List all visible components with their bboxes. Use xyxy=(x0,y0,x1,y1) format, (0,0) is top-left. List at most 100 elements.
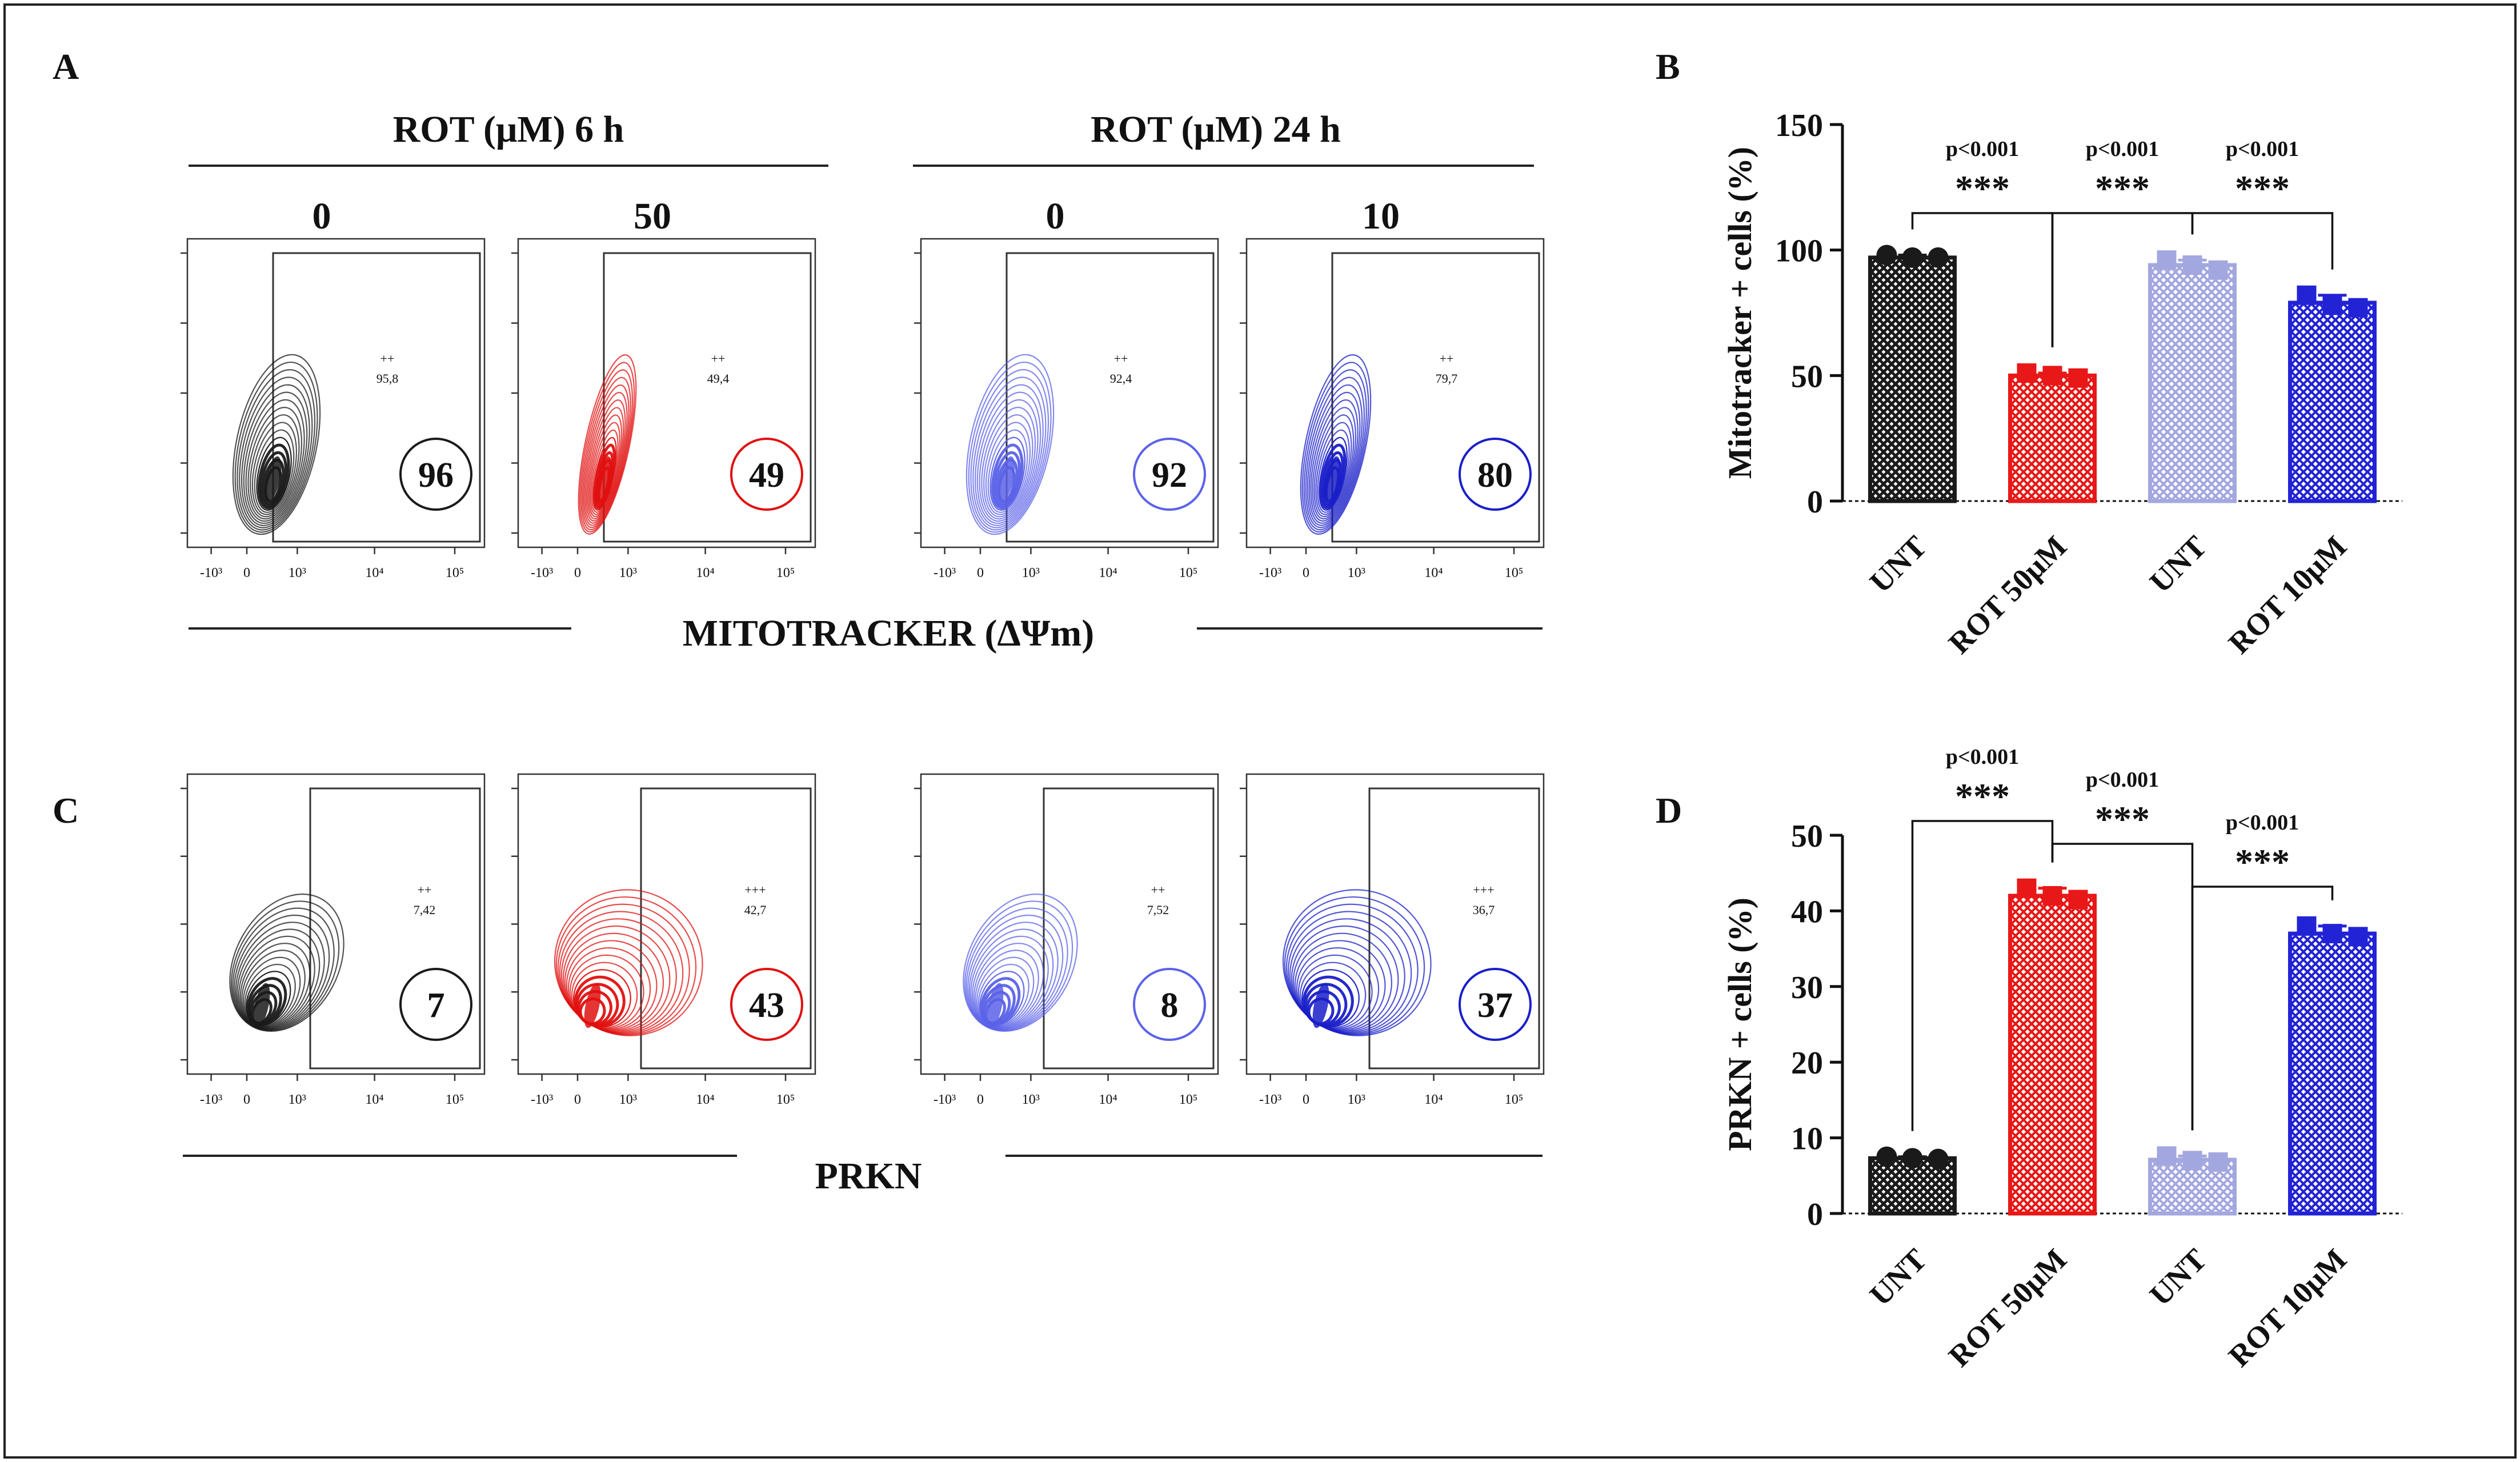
contour-core-1-3 xyxy=(1312,983,1329,1028)
contour-line-0-3-5 xyxy=(1317,429,1350,513)
flow-percent-circle-1-2 xyxy=(1133,968,1206,1041)
flow-x-tick-label-1-0-0: -10³ xyxy=(200,1092,222,1107)
flow-gate-0-0 xyxy=(272,252,481,543)
flow-dose-label-2: 0 xyxy=(1046,195,1065,237)
flow-plot-frame-0-0 xyxy=(186,238,486,548)
flow-gate-marker-1-1: +++ xyxy=(744,883,766,897)
contour-line-0-0-9 xyxy=(245,399,305,522)
contour-line-0-1-12 xyxy=(582,376,631,528)
mito-axis-title: MITOTRACKER (ΔΨm) xyxy=(683,612,1094,654)
prkn-axis-title: PRKN xyxy=(815,1155,922,1197)
data-point-B-0-2 xyxy=(1928,247,1949,268)
contour-core-0-1 xyxy=(595,456,612,502)
flow-gate-marker-1-2: ++ xyxy=(1151,883,1165,897)
contour-line-0-0-10 xyxy=(243,391,308,524)
significance-stars-D-2: *** xyxy=(2235,842,2290,882)
contour-line-0-2-5 xyxy=(987,429,1028,513)
contour-line-0-2-14 xyxy=(968,361,1052,533)
flow-percent-value-1-2: 8 xyxy=(1161,986,1179,1025)
flow-plot-1-2: -10³ 0 10³ 10⁴ 10⁵ ++ 7,52 8 xyxy=(914,773,1219,1107)
bar-B-3 xyxy=(2288,301,2377,503)
flow-gate-marker-0-0: ++ xyxy=(380,351,395,366)
contour-line-0-1-10 xyxy=(584,391,628,524)
p-value-D-2: p<0.001 xyxy=(2226,811,2299,835)
contour-line-1-0-15 xyxy=(229,894,344,1032)
contour-line-0-0-6 xyxy=(251,422,297,515)
data-point-D-0-0 xyxy=(1876,1146,1897,1167)
flow-x-tick-label-1-3-4: 10⁵ xyxy=(1505,1092,1523,1107)
x-tick-label-B-0: UNT xyxy=(1863,529,1933,599)
flow-gate-marker-0-1: ++ xyxy=(711,351,726,366)
y-tick-label-B-3: 150 xyxy=(1775,108,1823,143)
flow-x-tick-label-0-3-0: -10³ xyxy=(1259,566,1281,580)
data-point-D-3-0 xyxy=(2297,916,2317,936)
data-point-B-1-2 xyxy=(2068,368,2088,388)
flow-dose-label-1: 50 xyxy=(634,195,671,237)
flow-x-tick-label-0-0-4: 10⁵ xyxy=(446,566,464,580)
flow-x-tick-label-0-0-3: 10⁴ xyxy=(365,566,383,580)
contour-line-0-2-4 xyxy=(989,436,1025,511)
flow-dose-label-3: 10 xyxy=(1362,195,1400,237)
contour-line-0-3-3 xyxy=(1319,443,1347,510)
flow-plot-frame-1-3 xyxy=(1245,773,1545,1075)
data-point-D-2-1 xyxy=(2182,1151,2202,1171)
data-point-B-3-0 xyxy=(2297,285,2317,305)
figure-frame xyxy=(3,3,2517,1459)
contour-line-0-3-13 xyxy=(1303,369,1367,531)
flow-x-tick-label-1-0-2: 10³ xyxy=(289,1092,306,1107)
y-tick-label-D-4: 40 xyxy=(1791,894,1823,930)
flow-plot-1-0: -10³ 0 10³ 10⁴ 10⁵ ++ 7,42 7 xyxy=(181,773,486,1107)
group-6h-title: ROT (μM) 6 h xyxy=(393,109,624,150)
flow-plot-frame-1-0 xyxy=(186,773,486,1075)
flow-plot-0-3: -10³ 0 10³ 10⁴ 10⁵ ++ 79,7 80 10 xyxy=(1240,195,1545,580)
contour-line-0-0-14 xyxy=(234,361,318,533)
flow-x-tick-label-1-2-1: 0 xyxy=(977,1092,984,1107)
contour-line-0-2-11 xyxy=(974,384,1044,526)
significance-stars-B-1: *** xyxy=(2095,168,2150,209)
flow-percent-value-1-3: 37 xyxy=(1477,986,1513,1025)
flow-x-tick-label-1-3-2: 10³ xyxy=(1348,1092,1365,1107)
flow-x-tick-label-0-3-3: 10⁴ xyxy=(1424,566,1443,580)
contour-line-0-3-7 xyxy=(1313,414,1355,518)
contour-line-0-0-2 xyxy=(259,451,287,507)
flow-percent-value-1-0: 7 xyxy=(427,986,445,1025)
flow-percent-circle-1-0 xyxy=(399,968,472,1041)
flow-dose-label-0: 0 xyxy=(313,195,331,237)
contour-line-0-0-7 xyxy=(250,414,300,518)
y-tick-label-B-1: 50 xyxy=(1791,359,1823,394)
y-tick-label-D-2: 20 xyxy=(1791,1046,1823,1081)
flow-plot-frame-0-2 xyxy=(920,238,1219,548)
flow-x-tick-label-1-3-1: 0 xyxy=(1303,1092,1309,1107)
flow-percent-value-1-1: 43 xyxy=(749,986,784,1025)
data-point-B-1-0 xyxy=(2017,363,2037,383)
contour-core-1-1 xyxy=(584,983,601,1028)
contour-line-0-1-15 xyxy=(578,354,637,535)
contour-line-1-1-15 xyxy=(554,889,703,1036)
contour-line-0-1-9 xyxy=(586,399,626,522)
x-tick-label-B-3: ROT 10μM xyxy=(2222,529,2353,660)
contour-line-0-3-11 xyxy=(1307,384,1363,526)
panel-label-d: D xyxy=(1656,790,1682,831)
significance-stars-B-2: *** xyxy=(2235,168,2290,209)
contour-line-0-0-13 xyxy=(237,369,316,531)
contour-line-1-3-15 xyxy=(1282,889,1432,1036)
y-tick-label-D-1: 10 xyxy=(1791,1121,1823,1157)
contour-line-0-1-5 xyxy=(591,429,619,513)
flow-percent-value-0-3: 80 xyxy=(1477,456,1513,495)
contour-core-0-2 xyxy=(998,456,1015,502)
flow-gate-value-1-2: 7,52 xyxy=(1147,903,1169,917)
data-point-D-1-0 xyxy=(2017,878,2037,898)
contour-line-0-0-8 xyxy=(247,407,303,520)
flow-x-tick-label-0-1-4: 10⁵ xyxy=(776,566,795,580)
data-point-D-2-0 xyxy=(2157,1146,2177,1166)
flow-gate-0-1 xyxy=(603,252,812,543)
contour-core-1-0 xyxy=(253,983,270,1028)
flow-gate-value-0-0: 95,8 xyxy=(376,371,399,386)
data-point-B-0-0 xyxy=(1876,245,1897,266)
flow-plot-0-2: -10³ 0 10³ 10⁴ 10⁵ ++ 92,4 92 0 xyxy=(914,195,1219,580)
flow-gate-value-1-0: 7,42 xyxy=(414,903,436,917)
flow-percent-circle-0-1 xyxy=(730,438,803,511)
contour-line-0-3-15 xyxy=(1300,354,1372,535)
data-point-D-3-1 xyxy=(2322,924,2342,944)
flow-plot-1-1: -10³ 0 10³ 10⁴ 10⁵ +++ 42,7 43 xyxy=(511,773,816,1107)
